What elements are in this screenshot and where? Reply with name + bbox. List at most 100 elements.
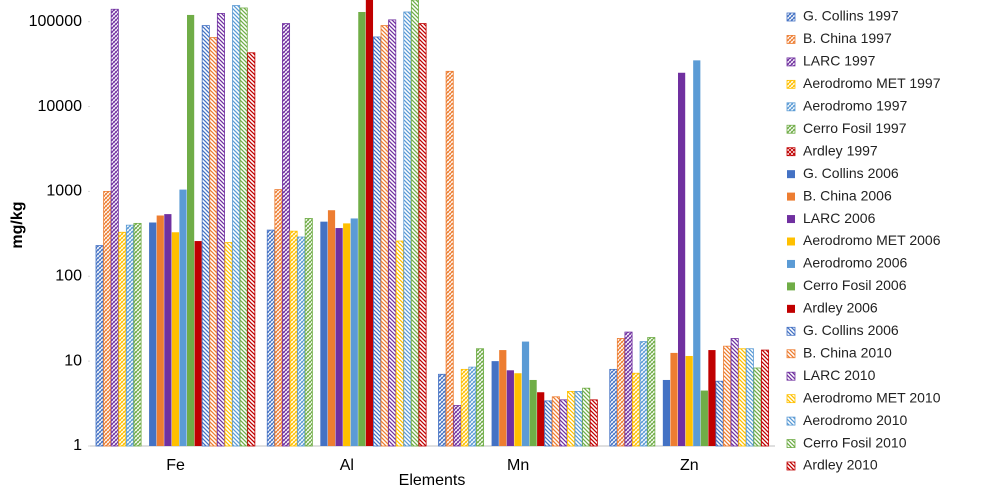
- y-tick-label: 100000: [29, 13, 82, 30]
- bar: [574, 390, 583, 447]
- legend-swatch: [787, 282, 795, 291]
- bar: [589, 399, 598, 447]
- legend-swatch: [786, 124, 796, 134]
- bar: [453, 405, 462, 447]
- bar: [304, 218, 313, 447]
- bar: [320, 221, 328, 446]
- legend-label: B. China 1997: [803, 30, 892, 46]
- bar: [582, 387, 591, 447]
- legend-label: Cerro Fosil 2006: [803, 277, 907, 293]
- legend-label: B. China 2006: [803, 187, 892, 203]
- bar: [274, 189, 283, 447]
- bar: [103, 190, 112, 447]
- bar: [514, 373, 522, 446]
- legend-swatch: [787, 170, 795, 179]
- bar: [232, 5, 241, 447]
- bar: [567, 390, 576, 447]
- bar: [670, 352, 678, 446]
- bar: [327, 210, 336, 446]
- bar: [216, 13, 225, 447]
- legend-swatch: [787, 259, 795, 268]
- bar: [745, 348, 754, 447]
- bar: [624, 331, 633, 447]
- bar: [761, 349, 770, 447]
- bar: [179, 189, 187, 446]
- bar: [677, 72, 686, 446]
- legend-swatch: [786, 12, 796, 22]
- y-tick-label: 1: [73, 437, 82, 454]
- bar: [335, 228, 343, 446]
- bar: [418, 23, 427, 447]
- legend-label: Cerro Fosil 1997: [803, 120, 907, 136]
- legend-swatch: [786, 394, 796, 404]
- bar: [410, 0, 419, 447]
- bar: [537, 392, 545, 446]
- legend-label: Aerodromo MET 2010: [803, 389, 941, 405]
- bar: [529, 379, 537, 446]
- bar: [468, 366, 477, 447]
- bar: [723, 345, 732, 447]
- bar: [266, 229, 275, 447]
- y-tick-label: 100: [55, 267, 82, 284]
- legend-swatch: [787, 215, 795, 224]
- legend-label: G. Collins 2006: [803, 322, 899, 338]
- bar: [730, 338, 739, 447]
- legend-swatch: [786, 461, 796, 471]
- y-tick-label: 1000: [46, 183, 82, 200]
- bar: [609, 368, 618, 447]
- legend-swatch: [786, 326, 796, 336]
- bar: [149, 222, 157, 446]
- legend-swatch: [786, 147, 796, 157]
- bar: [209, 37, 218, 447]
- bar: [499, 350, 507, 446]
- bar: [708, 350, 716, 446]
- legend-label: G. Collins 2006: [803, 165, 899, 181]
- bar: [358, 11, 366, 447]
- bar: [118, 231, 127, 447]
- x-tick-label: Fe: [166, 457, 185, 474]
- legend-swatch: [786, 57, 796, 67]
- bar: [700, 390, 708, 446]
- bar: [187, 14, 195, 446]
- bar: [738, 348, 747, 447]
- bar: [388, 19, 397, 447]
- bar: [133, 222, 142, 447]
- bar: [395, 240, 404, 447]
- bar: [125, 224, 134, 447]
- bar: [632, 372, 641, 447]
- bar: [247, 52, 256, 447]
- bar: [476, 348, 485, 447]
- bar: [239, 7, 248, 447]
- legend-swatch: [786, 349, 796, 359]
- bar: [343, 223, 351, 446]
- legend-swatch: [787, 237, 795, 246]
- legend-swatch: [786, 416, 796, 426]
- bar: [445, 70, 454, 447]
- legend-label: B. China 2010: [803, 344, 892, 360]
- legend-label: Aerodromo 1997: [803, 98, 908, 114]
- bar: [647, 337, 656, 447]
- legend-label: LARC 1997: [803, 53, 876, 69]
- x-axis-label: Elements: [399, 472, 466, 489]
- legend-label: Cerro Fosil 2010: [803, 434, 907, 450]
- legend-swatch: [787, 192, 795, 201]
- bar: [544, 400, 553, 447]
- bar: [491, 361, 499, 446]
- bar: [297, 236, 306, 447]
- y-tick-label: 10: [64, 352, 82, 369]
- bar: [403, 11, 412, 447]
- x-tick-label: Mn: [507, 457, 529, 474]
- legend-label: Aerodromo 2006: [803, 255, 908, 271]
- bar: [693, 60, 701, 446]
- bar: [685, 355, 693, 446]
- bar: [662, 379, 671, 446]
- y-axis-label: mg/kg: [9, 201, 26, 248]
- bar: [616, 338, 625, 447]
- legend-label: Ardley 2006: [803, 300, 878, 316]
- legend-swatch: [786, 35, 796, 44]
- bar: [559, 399, 568, 447]
- bar: [171, 232, 180, 446]
- bar: [282, 23, 291, 447]
- bar: [365, 0, 374, 446]
